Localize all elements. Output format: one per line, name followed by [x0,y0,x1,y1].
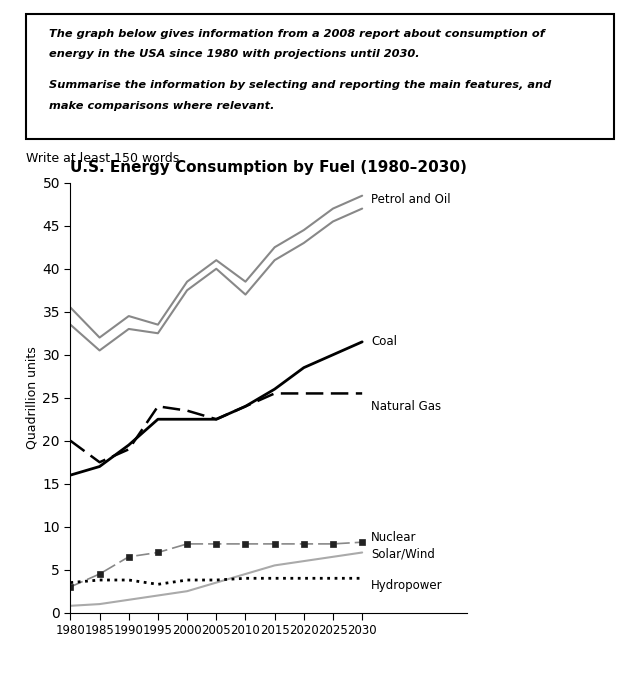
Text: Solar/Wind: Solar/Wind [371,548,435,561]
Text: Hydropower: Hydropower [371,579,442,592]
Text: energy in the USA since 1980 with projections until 2030.: energy in the USA since 1980 with projec… [49,49,420,59]
Text: Nuclear: Nuclear [371,531,417,544]
Text: The graph below gives information from a 2008 report about consumption of: The graph below gives information from a… [49,28,545,39]
Text: Coal: Coal [371,335,397,349]
Text: Summarise the information by selecting and reporting the main features, and: Summarise the information by selecting a… [49,80,552,90]
Text: Natural Gas: Natural Gas [371,400,441,413]
Text: Write at least 150 words.: Write at least 150 words. [26,152,183,165]
Text: make comparisons where relevant.: make comparisons where relevant. [49,101,275,111]
Title: U.S. Energy Consumption by Fuel (1980–2030): U.S. Energy Consumption by Fuel (1980–20… [70,160,467,175]
FancyBboxPatch shape [26,14,614,139]
Text: Petrol and Oil: Petrol and Oil [371,194,451,206]
Y-axis label: Quadrillion units: Quadrillion units [25,347,38,449]
